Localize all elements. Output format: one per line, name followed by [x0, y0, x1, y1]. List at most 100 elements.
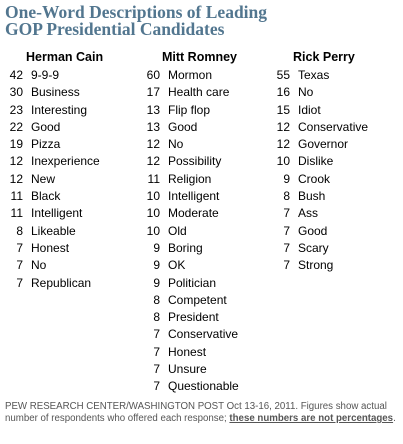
word-label: Pizza: [31, 137, 61, 152]
word-label: Business: [31, 85, 80, 100]
word-label: Bush: [298, 189, 326, 204]
table-row: 7 Honest: [5, 240, 103, 257]
count-label: 60: [146, 68, 160, 82]
word-label: Intelligent: [168, 189, 220, 204]
word-label: Good: [168, 119, 198, 134]
word-label: Inexperience: [31, 154, 100, 169]
count-label: 9: [283, 171, 290, 186]
count-label: 7: [283, 258, 290, 273]
count-label: 15: [276, 102, 290, 117]
table-row: 12 Governor: [272, 136, 355, 153]
table-row: 13 Good: [142, 119, 237, 136]
chart-title: One-Word Descriptions of Leading GOP Pre…: [5, 2, 400, 39]
count-label: 10: [146, 206, 160, 221]
column-herman-cain: Herman Cain 42 9-9-9 30 Business 23 Interesti…: [5, 50, 103, 292]
table-row: 12 New: [5, 171, 103, 188]
table-row: 10 Moderate: [142, 205, 237, 222]
table-row: 7 Ass: [272, 205, 355, 222]
table-row: 42 9-9-9: [5, 67, 103, 84]
word-label: 9-9-9: [31, 68, 60, 82]
word-label: Conservative: [298, 119, 369, 134]
table-row: 17 Health care: [142, 84, 237, 101]
word-label: Good: [31, 119, 61, 134]
count-label: 30: [9, 85, 23, 100]
count-label: 7: [16, 240, 23, 255]
table-row: 7 Honest: [142, 344, 237, 361]
word-label: Honest: [31, 240, 70, 255]
word-label: Religion: [168, 171, 212, 186]
word-label: Strong: [298, 258, 334, 273]
word-label: Conservative: [168, 327, 239, 342]
chart-title-line-1: One-Word Descriptions of Leading: [5, 2, 268, 22]
word-label: Honest: [168, 344, 207, 359]
table-row: 22 Good: [5, 119, 103, 136]
count-label: 7: [283, 223, 290, 238]
count-label: 17: [146, 85, 160, 100]
count-label: 7: [283, 206, 290, 221]
source-note-end: .: [393, 413, 396, 424]
count-label: 7: [283, 240, 290, 255]
table-row: 8 Bush: [272, 188, 355, 205]
count-label: 11: [10, 206, 23, 221]
table-row: 12 Possibility: [142, 153, 237, 170]
table-row: 8 Likeable: [5, 223, 103, 240]
count-label: 23: [9, 102, 23, 117]
word-label: Intelligent: [31, 206, 83, 221]
word-label: Dislike: [298, 154, 334, 169]
count-label: 11: [147, 171, 160, 186]
table-row: 11 Religion: [142, 171, 237, 188]
count-label: 42: [9, 68, 23, 82]
count-label: 12: [146, 154, 160, 169]
count-label: 7: [153, 379, 160, 394]
count-label: 8: [283, 189, 290, 204]
count-label: 12: [276, 119, 290, 134]
column-mitt-romney: Mitt Romney 60 Mormon 17 Health care 13 Flip …: [142, 50, 239, 396]
table-row: 30 Business: [5, 84, 103, 101]
table-row: 9 Crook: [272, 171, 355, 188]
count-label: 8: [153, 310, 160, 325]
word-label: Mormon: [168, 68, 213, 82]
count-label: 16: [276, 85, 290, 100]
count-label: 55: [276, 68, 290, 82]
word-label: No: [298, 85, 314, 100]
table-row: 23 Interesting: [5, 102, 103, 119]
table-row: 9 Boring: [142, 240, 237, 257]
word-label: Texas: [298, 68, 330, 82]
count-label: 22: [9, 119, 23, 134]
chart-title-line-2: GOP Presidential Candidates: [5, 19, 225, 39]
table-row: 7 No: [5, 257, 103, 274]
table-row: 7 Republican: [5, 275, 103, 292]
column-rick-perry: Rick Perry 55 Texas 16 No 15 Idiot 12 Conservat…: [272, 50, 368, 275]
word-label: Scary: [298, 240, 329, 255]
count-label: 13: [146, 119, 160, 134]
word-label: No: [168, 137, 184, 152]
count-label: 10: [146, 223, 160, 238]
table-row: 12 Inexperience: [5, 153, 103, 170]
table-row: 7 Unsure: [142, 361, 237, 378]
source-note-emphasis: these numbers are not percentages: [229, 413, 394, 424]
word-label: Republican: [31, 275, 92, 290]
word-label: Unsure: [168, 362, 207, 377]
word-label: Old: [168, 223, 187, 238]
word-label: No: [31, 258, 47, 273]
table-row: 8 Competent: [142, 292, 237, 309]
count-label: 8: [16, 223, 23, 238]
word-label: Boring: [168, 240, 203, 255]
word-label: Black: [31, 189, 61, 204]
table-row: 9 Politician: [142, 275, 237, 292]
word-label: Health care: [168, 85, 230, 100]
count-label: 7: [153, 327, 160, 342]
word-label: Good: [298, 223, 328, 238]
count-label: 13: [146, 102, 160, 117]
table-row: 60 Mormon: [142, 67, 237, 84]
table-row: 12 No: [142, 136, 237, 153]
word-label: OK: [168, 258, 186, 273]
table-row: 19 Pizza: [5, 136, 103, 153]
count-label: 11: [10, 189, 23, 204]
table-row: 7 Good: [272, 223, 355, 240]
source-note-text: PEW RESEARCH CENTER/WASHINGTON POST Oct …: [5, 401, 387, 424]
word-label: President: [168, 310, 219, 325]
table-row: 11 Black: [5, 188, 103, 205]
word-label: Possibility: [168, 154, 222, 169]
column-header: Herman Cain: [26, 50, 104, 64]
